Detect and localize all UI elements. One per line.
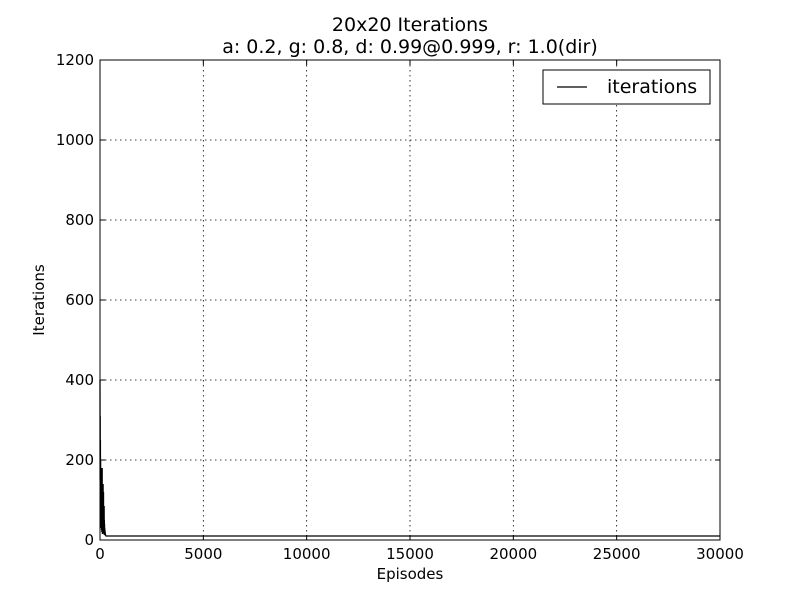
series-line-iterations [99, 379, 720, 537]
x-tick-label: 5000 [184, 545, 222, 563]
y-tick-label: 600 [65, 291, 94, 309]
x-tick-label: 25000 [593, 545, 641, 563]
x-tick-label: 15000 [386, 545, 434, 563]
x-tick-labels: 0 5000 10000 15000 20000 25000 30000 [95, 545, 744, 563]
series-lines [99, 379, 720, 537]
x-tick-label: 0 [95, 545, 105, 563]
y-tick-label: 400 [65, 371, 94, 389]
y-tick-label: 1000 [56, 131, 94, 149]
y-tick-labels: 0 200 400 600 800 1000 1200 [56, 51, 94, 549]
x-axis-label: Episodes [377, 565, 444, 583]
grid-lines [100, 60, 720, 540]
x-tick-label: 30000 [696, 545, 744, 563]
chart-title: 20x20 Iterations [332, 14, 488, 36]
y-tick-label: 1200 [56, 51, 94, 69]
y-tick-label: 0 [84, 531, 94, 549]
axis-ticks [99, 59, 721, 541]
y-tick-label: 800 [65, 211, 94, 229]
legend-label-iterations: iterations [607, 76, 697, 98]
y-axis-label: Iterations [30, 264, 48, 336]
legend: iterations [542, 69, 711, 105]
y-tick-label: 200 [65, 451, 94, 469]
chart-subtitle: a: 0.2, g: 0.8, d: 0.99@0.999, r: 1.0(di… [222, 36, 598, 58]
x-tick-label: 10000 [283, 545, 331, 563]
x-tick-label: 20000 [489, 545, 537, 563]
